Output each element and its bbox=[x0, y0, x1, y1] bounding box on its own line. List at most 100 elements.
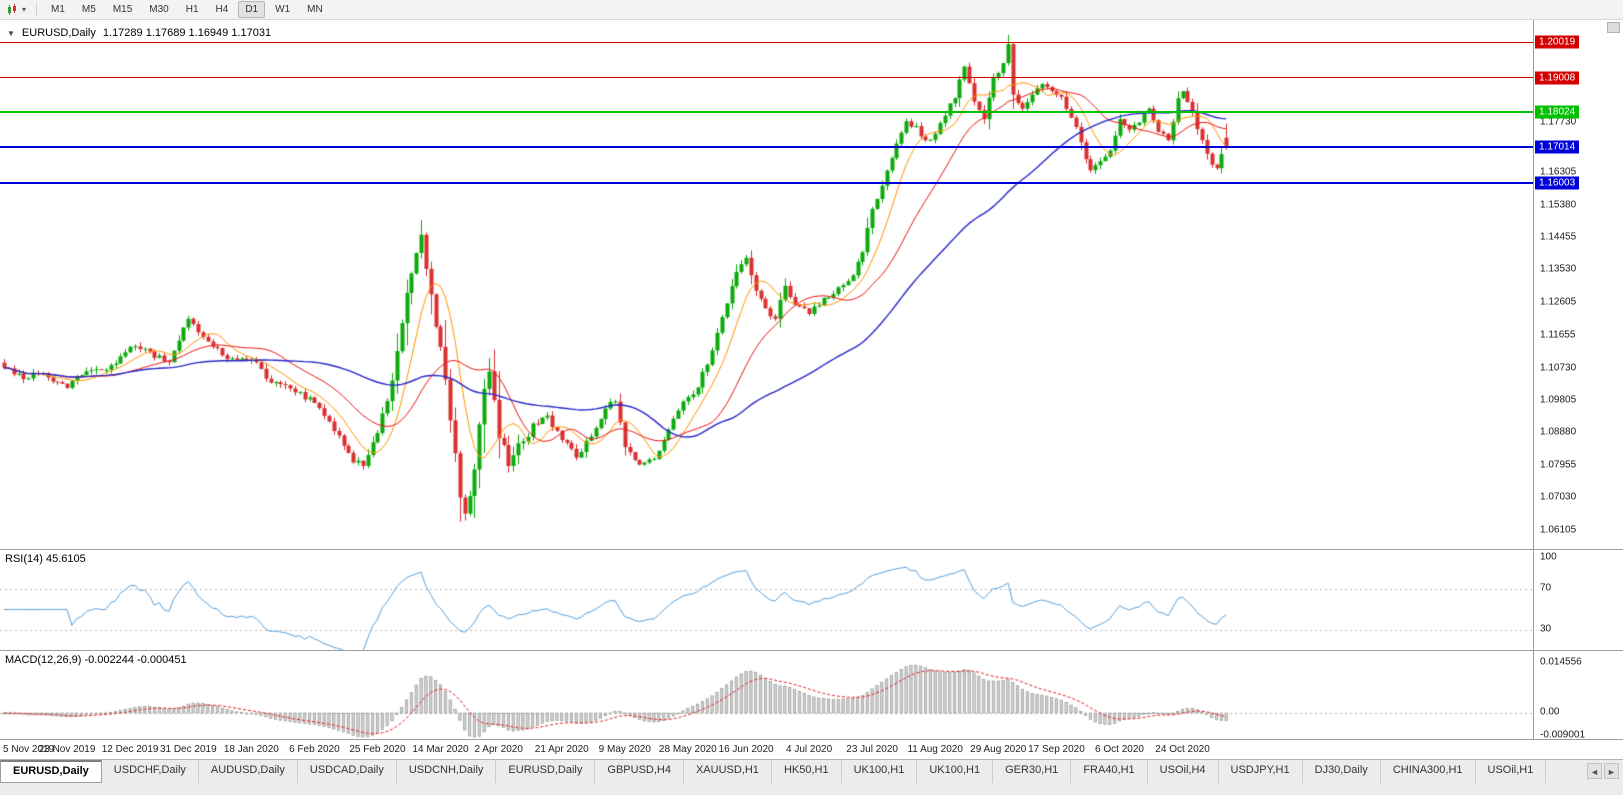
time-axis-label: 2 Apr 2020 bbox=[474, 744, 523, 755]
chart-tab-uk100-h1[interactable]: UK100,H1 bbox=[917, 760, 994, 783]
time-axis-label: 12 Dec 2019 bbox=[101, 744, 159, 755]
tab-scroll-left-icon[interactable]: ◄ bbox=[1587, 763, 1602, 779]
price-level-badge-1.17014: 1.17014 bbox=[1535, 140, 1580, 154]
chart-tab-fra40-h1[interactable]: FRA40,H1 bbox=[1071, 760, 1148, 783]
chart-symbol-label: EURUSD,Daily bbox=[21, 27, 96, 39]
macd-axis-label: 0.00 bbox=[1540, 706, 1560, 718]
price-axis-label: 1.13530 bbox=[1540, 263, 1577, 275]
chart-tab-xauusd-h1[interactable]: XAUUSD,H1 bbox=[684, 760, 772, 783]
rsi-axis-label: 70 bbox=[1540, 582, 1552, 594]
price-level-badge-1.19008: 1.19008 bbox=[1535, 71, 1580, 85]
tab-scroll-right-icon[interactable]: ► bbox=[1604, 763, 1619, 779]
price-axis-label: 1.15380 bbox=[1540, 199, 1577, 211]
chart-header: ▼ EURUSD,Daily 1.17289 1.17689 1.16949 1… bbox=[7, 27, 271, 39]
chart-ohlc-values: 1.17289 1.17689 1.16949 1.17031 bbox=[102, 27, 272, 39]
timeframe-button-h1[interactable]: H1 bbox=[185, 4, 199, 15]
panel-separator bbox=[1534, 549, 1623, 550]
timeframe-toolbar: ▾ M1 M5 M15 M30 H1 H4 D1 W1 MN bbox=[0, 0, 1623, 20]
tab-scroll-buttons: ◄ ► bbox=[1583, 760, 1623, 779]
time-axis-label: 6 Feb 2020 bbox=[289, 744, 340, 755]
time-axis-label: 29 Aug 2020 bbox=[970, 744, 1027, 755]
price-axis-label: 1.12605 bbox=[1540, 296, 1577, 308]
toolbar-separator bbox=[36, 3, 38, 16]
time-axis-label: 9 May 2020 bbox=[598, 744, 651, 755]
price-axis-label: 1.10730 bbox=[1540, 362, 1577, 374]
macd-axis-label: 0.014556 bbox=[1540, 656, 1582, 668]
chart-tab-usdjpy-h1[interactable]: USDJPY,H1 bbox=[1219, 760, 1303, 783]
chart-tab-gbpusd-h4[interactable]: GBPUSD,H4 bbox=[595, 760, 684, 783]
chevron-down-icon: ▾ bbox=[22, 4, 27, 14]
time-axis-label: 16 Jun 2020 bbox=[718, 744, 774, 755]
price-axis-label: 1.06105 bbox=[1540, 524, 1577, 536]
chart-tab-usoil-h1[interactable]: USOil,H1 bbox=[1476, 760, 1547, 783]
timeframe-buttons-group: M1 M5 M15 M30 H1 H4 D1 W1 MN bbox=[44, 1, 330, 18]
chart-tab-bar: EURUSD,Daily USDCHF,Daily AUDUSD,Daily USDC… bbox=[0, 759, 1623, 795]
macd-indicator-panel: MACD(12,26,9) -0.002244 -0.000451 bbox=[0, 650, 1533, 739]
time-axis-label: 21 Apr 2020 bbox=[534, 744, 589, 755]
timeframe-button-h4[interactable]: H4 bbox=[215, 4, 229, 15]
price-axis-label: 1.14455 bbox=[1540, 231, 1577, 243]
time-axis-label: 14 Mar 2020 bbox=[412, 744, 469, 755]
rsi-indicator-label: RSI(14) 45.6105 bbox=[5, 553, 86, 565]
macd-axis-label: -0.009001 bbox=[1540, 729, 1586, 740]
macd-indicator-label: MACD(12,26,9) -0.002244 -0.000451 bbox=[5, 654, 187, 666]
chart-tab-usdchf-daily[interactable]: USDCHF,Daily bbox=[102, 760, 199, 783]
chart-tab-uk100-h1[interactable]: UK100,H1 bbox=[842, 760, 918, 783]
chart-type-button[interactable]: ▾ bbox=[4, 3, 29, 17]
time-axis-label: 25 Feb 2020 bbox=[349, 744, 406, 755]
chart-tab-dj30-daily[interactable]: DJ30,Daily bbox=[1303, 760, 1381, 783]
chart-tab-hk50-h1[interactable]: HK50,H1 bbox=[772, 760, 842, 783]
price-axis-label: 1.07955 bbox=[1540, 459, 1577, 471]
time-axis-label: 4 Jul 2020 bbox=[786, 744, 833, 755]
timeframe-button-mn[interactable]: MN bbox=[307, 4, 323, 15]
price-level-badge-1.20019: 1.20019 bbox=[1535, 35, 1580, 49]
chart-tab-ger30-h1[interactable]: GER30,H1 bbox=[993, 760, 1072, 783]
chart-tab-usdcnh-daily[interactable]: USDCNH,Daily bbox=[397, 760, 497, 783]
time-axis-label: 24 Oct 2020 bbox=[1155, 744, 1210, 755]
timeframe-button-w1[interactable]: W1 bbox=[275, 4, 291, 15]
rsi-axis-label: 30 bbox=[1540, 623, 1552, 635]
time-axis-label: 28 May 2020 bbox=[658, 744, 717, 755]
horizontal-level-line-1.16003[interactable] bbox=[0, 181, 1533, 184]
time-axis: 5 Nov 2019 23 Nov 2019 12 Dec 2019 31 Dec 2… bbox=[0, 739, 1623, 759]
collapse-chart-icon[interactable]: ▼ bbox=[7, 28, 15, 38]
chart-tabs: EURUSD,Daily USDCHF,Daily AUDUSD,Daily USDC… bbox=[0, 760, 1583, 783]
price-level-badge-1.16003: 1.16003 bbox=[1535, 176, 1580, 190]
price-chart-panel: ▼ EURUSD,Daily 1.17289 1.17689 1.16949 1… bbox=[0, 20, 1533, 549]
timeframe-button-m5[interactable]: M5 bbox=[81, 4, 96, 15]
time-axis-label: 5 Nov 2019 bbox=[3, 744, 55, 755]
price-chart-canvas[interactable] bbox=[0, 20, 1533, 549]
price-axis-label: 1.08880 bbox=[1540, 426, 1577, 438]
time-axis-label: 31 Dec 2019 bbox=[159, 744, 217, 755]
candlestick-chart-icon bbox=[8, 3, 16, 15]
timeframe-button-m1[interactable]: M1 bbox=[51, 4, 65, 15]
price-axis-label: 1.09805 bbox=[1540, 394, 1577, 406]
time-axis-label: 11 Aug 2020 bbox=[907, 744, 963, 755]
horizontal-level-line-1.18024[interactable] bbox=[0, 110, 1533, 113]
chart-tab-china300-h1[interactable]: CHINA300,H1 bbox=[1381, 760, 1476, 783]
chart-tab-audusd-daily[interactable]: AUDUSD,Daily bbox=[199, 760, 298, 783]
macd-indicator-canvas[interactable] bbox=[0, 651, 1533, 739]
timeframe-button-m30[interactable]: M30 bbox=[149, 4, 169, 15]
time-axis-label: 17 Sep 2020 bbox=[1028, 744, 1085, 755]
time-axis-label: 23 Nov 2019 bbox=[38, 744, 96, 755]
rsi-indicator-canvas[interactable] bbox=[0, 550, 1533, 650]
horizontal-level-line-1.20019[interactable] bbox=[0, 41, 1533, 43]
timeframe-button-d1[interactable]: D1 bbox=[238, 1, 266, 18]
time-axis-label: 23 Jul 2020 bbox=[846, 744, 898, 755]
rsi-axis-label: 100 bbox=[1540, 551, 1557, 563]
chart-tab-usdcad-daily[interactable]: USDCAD,Daily bbox=[298, 760, 397, 783]
price-axis-label: 1.07030 bbox=[1540, 491, 1577, 503]
price-level-badge-1.18024: 1.18024 bbox=[1535, 105, 1580, 119]
timeframe-button-m15[interactable]: M15 bbox=[112, 4, 133, 15]
horizontal-level-line-1.17014[interactable] bbox=[0, 146, 1533, 149]
price-axis-label: 1.17730 bbox=[1540, 116, 1577, 128]
chart-tab-eurusd-daily[interactable]: EURUSD,Daily bbox=[496, 760, 596, 783]
panel-separator bbox=[1534, 650, 1623, 651]
scrollbar-corner-button[interactable] bbox=[1607, 22, 1620, 33]
chart-tab-usoil-h4[interactable]: USOil,H4 bbox=[1148, 760, 1219, 783]
price-axis-label: 1.16305 bbox=[1540, 166, 1577, 178]
horizontal-level-line-1.19008[interactable] bbox=[0, 77, 1533, 79]
price-axis: 1.17730 1.16305 1.15380 1.14455 1.13530 1.126… bbox=[1533, 20, 1623, 739]
chart-tab-eurusd-daily[interactable]: EURUSD,Daily bbox=[0, 760, 102, 783]
